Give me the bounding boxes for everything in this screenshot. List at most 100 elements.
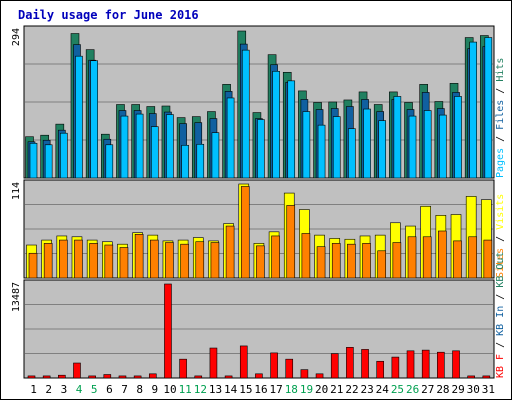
bar-kb-f [346, 347, 354, 379]
bar-sites [28, 252, 38, 279]
bar-kb-f [300, 369, 309, 379]
bar-sites [59, 239, 68, 279]
bar-pages [226, 97, 235, 179]
day-label: 8 [136, 383, 143, 396]
day-label: 1 [30, 383, 37, 396]
day-label: 12 [194, 383, 207, 396]
bar-pages [287, 80, 296, 179]
bar-pages [75, 55, 83, 179]
bar-pages [29, 142, 38, 179]
day-axis: 1 2 3 4 5 6 7 8 9 10 11 12 13 14 15 16 17 18 19 20 21 22 23 24 2… [30, 383, 495, 396]
day-label: 7 [121, 383, 128, 396]
bar-pages [90, 60, 98, 179]
bar-pages [60, 132, 68, 179]
day-label: 15 [239, 383, 252, 396]
bar-kb-f [58, 374, 66, 379]
bar-sites [119, 247, 129, 279]
day-label: 25 [391, 383, 404, 396]
bar-sites [225, 225, 235, 279]
day-label: 3 [61, 383, 68, 396]
legend-entry: Files [495, 100, 506, 130]
bar-kb-f [391, 356, 400, 379]
bar-sites [195, 241, 205, 279]
legend: Sites / Visits [495, 194, 506, 278]
chart-panels: 294 Pages / Files / Hits 114 Sites / Visits… [11, 25, 506, 379]
bar-pages [272, 70, 280, 179]
bar-kb-f [452, 350, 460, 379]
day-label: 13 [209, 383, 222, 396]
day-label: 26 [406, 383, 419, 396]
bar-pages [454, 96, 462, 179]
bar-sites [347, 243, 356, 279]
bar-sites [134, 234, 144, 279]
bar-kb-f [376, 360, 385, 379]
legend-entry: KB F [495, 354, 506, 378]
bar-pages [211, 132, 220, 179]
bar-pages [181, 144, 189, 179]
bar-pages [378, 120, 387, 179]
bar-sites [43, 243, 53, 279]
y-max-label: 294 [11, 28, 22, 46]
bar-pages [332, 116, 341, 179]
day-label: 20 [315, 383, 328, 396]
bar-kb-f [164, 283, 172, 379]
bar-sites [377, 250, 387, 279]
bar-sites [210, 242, 220, 279]
legend: KB F / KB In / KB Out [495, 252, 506, 378]
bar-kb-f [406, 350, 415, 379]
bar-kb-f [224, 375, 233, 379]
legend-entry: / [495, 130, 506, 148]
bar-pages [105, 144, 114, 179]
bar-pages [241, 49, 250, 179]
legend-entry: / [495, 288, 506, 306]
bar-sites [286, 205, 296, 279]
day-label: 21 [330, 383, 343, 396]
day-label: 31 [482, 383, 495, 396]
panel-visits-sites: 114 Sites / Visits [11, 179, 506, 279]
legend-entry: Sites [495, 248, 506, 278]
bar-pages [317, 124, 326, 179]
bar-kb-f [103, 374, 112, 379]
bar-kb-f [73, 362, 81, 379]
y-max-label: 13487 [11, 282, 22, 312]
day-label: 10 [163, 383, 176, 396]
bar-kb-f [285, 358, 294, 379]
bar-kb-f [315, 373, 324, 379]
bar-kb-f [179, 358, 187, 379]
day-label: 28 [436, 383, 449, 396]
bar-kb-f [361, 349, 369, 379]
bar-pages [363, 108, 371, 179]
day-label: 29 [451, 383, 464, 396]
bar-sites [407, 236, 417, 279]
day-label: 30 [467, 383, 480, 396]
bar-pages [423, 110, 432, 179]
bar-pages [196, 143, 205, 179]
bar-kb-f [148, 373, 157, 379]
panel-hits-files-pages: 294 Pages / Files / Hits [11, 25, 506, 179]
bar-sites [256, 245, 265, 279]
bar-sites [271, 235, 280, 279]
legend: Pages / Files / Hits [495, 58, 506, 178]
bar-pages [166, 114, 174, 179]
day-label: 5 [91, 383, 98, 396]
bar-pages [150, 126, 159, 179]
bar-sites [316, 246, 326, 279]
bar-pages [44, 144, 53, 179]
bar-sites [362, 243, 371, 279]
bar-pages [484, 37, 493, 179]
bar-sites [483, 239, 493, 279]
bar-pages [439, 114, 447, 179]
bar-sites [392, 242, 402, 279]
bar-sites [453, 240, 462, 279]
day-label: 18 [285, 383, 298, 396]
bar-sites [331, 243, 341, 279]
bar-sites [74, 239, 83, 279]
bar-sites [180, 243, 189, 279]
bar-kb-f [437, 351, 445, 379]
legend-entry: Pages [495, 148, 506, 178]
bar-kb-f [270, 352, 278, 379]
bar-pages [135, 113, 144, 179]
legend-entry: Hits [495, 58, 506, 82]
day-label: 27 [421, 383, 434, 396]
day-label: 22 [345, 383, 358, 396]
